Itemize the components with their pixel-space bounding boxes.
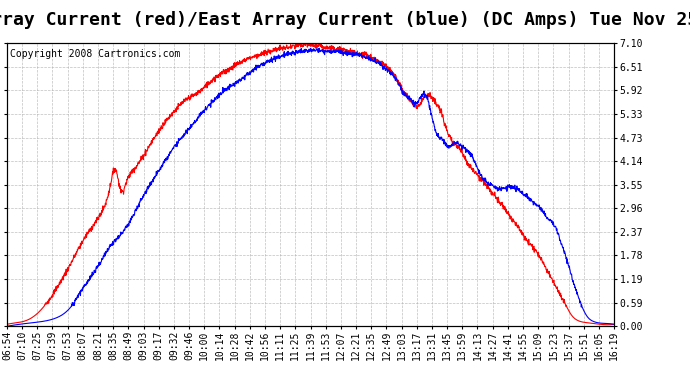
Text: West Array Current (red)/East Array Current (blue) (DC Amps) Tue Nov 25 16:24: West Array Current (red)/East Array Curr… xyxy=(0,11,690,29)
Text: Copyright 2008 Cartronics.com: Copyright 2008 Cartronics.com xyxy=(10,49,180,59)
